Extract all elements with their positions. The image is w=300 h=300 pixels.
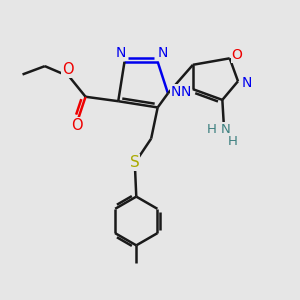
Text: N: N [116, 46, 126, 60]
Text: H: H [206, 123, 216, 136]
Text: O: O [71, 118, 82, 133]
Text: N: N [241, 76, 251, 90]
Text: N: N [171, 85, 181, 99]
Text: S: S [130, 155, 140, 170]
Text: N: N [158, 46, 168, 60]
Text: N: N [180, 85, 191, 99]
Text: O: O [62, 62, 74, 77]
Text: O: O [232, 48, 242, 62]
Text: N: N [220, 123, 230, 136]
Text: H: H [228, 135, 238, 148]
